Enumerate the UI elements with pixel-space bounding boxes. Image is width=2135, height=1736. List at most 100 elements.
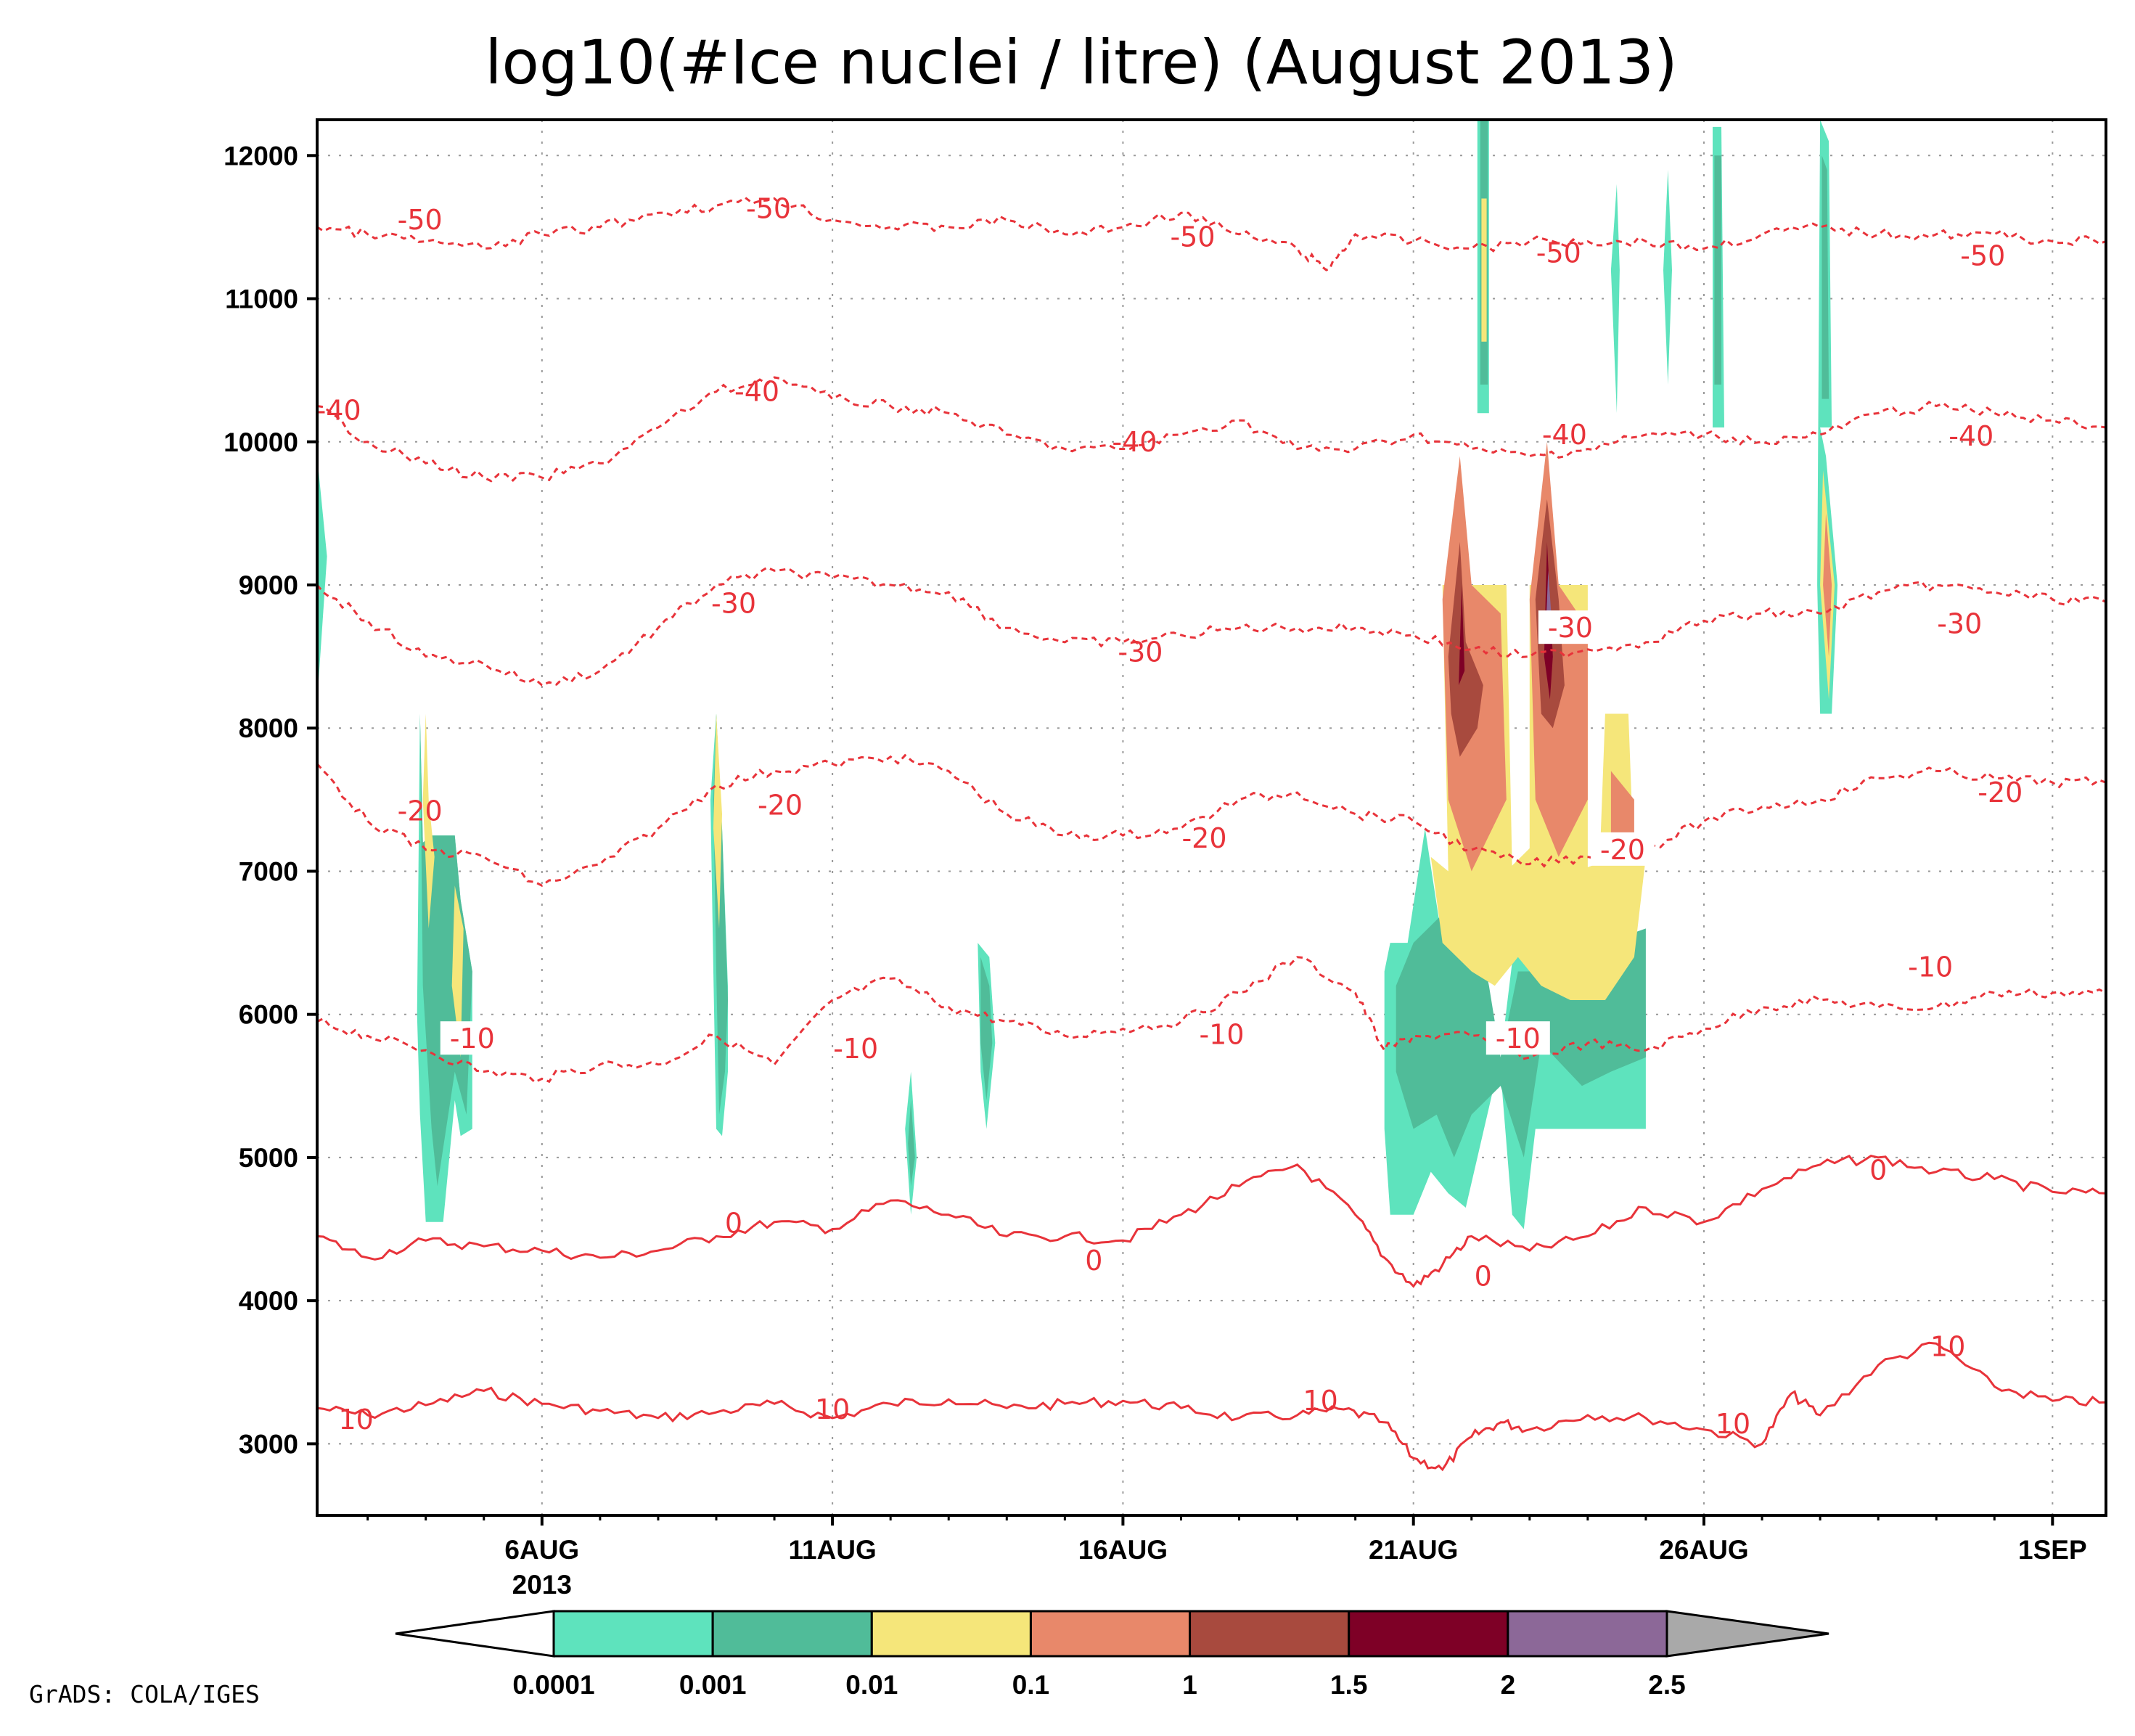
contour-label: 0 (1475, 1261, 1492, 1293)
shaded-region (419, 713, 472, 1187)
colorbar-swatch (552, 1610, 714, 1658)
contour-label: 10 (338, 1404, 373, 1436)
contour-label: -20 (758, 790, 803, 822)
colorbar-swatch (1348, 1610, 1509, 1658)
chart-title: log10(#Ice nuclei / litre) (August 2013) (485, 27, 1678, 98)
contour-label: -30 (1937, 607, 1982, 639)
contour-label: 10 (1303, 1385, 1337, 1417)
colorbar-level-label: 0.001 (679, 1670, 747, 1700)
contour-label: 10 (1716, 1408, 1750, 1440)
shaded-region (1821, 155, 1829, 399)
contour-label: -10 (450, 1023, 495, 1055)
contour-label: -30 (1118, 636, 1163, 668)
shaded-region (1823, 513, 1832, 657)
y-tick-label: 9000 (239, 570, 298, 600)
contour-label: -20 (1978, 777, 2023, 808)
contour-label: -20 (1181, 822, 1226, 854)
contour-label: -50 (1960, 239, 2005, 271)
y-tick-label: 10000 (224, 427, 298, 457)
plot-frame (316, 118, 2107, 1517)
contour-label: 10 (815, 1393, 850, 1425)
y-tick-label: 7000 (239, 856, 298, 886)
contour-line (317, 376, 2106, 483)
contour-line (317, 566, 2106, 687)
shaded-region (1481, 198, 1487, 342)
contour-label: -40 (734, 376, 779, 408)
contour-label: -30 (1548, 612, 1593, 644)
contour-label-box (1486, 1021, 1550, 1055)
colorbar-swatch (711, 1610, 873, 1658)
y-tick-label: 4000 (239, 1286, 298, 1316)
contour-line (317, 956, 2106, 1084)
colorbar-swatch (870, 1610, 1032, 1658)
y-axis: 3000 4000 5000 6000 7000 8000 9000 10000 11000 12… (224, 141, 317, 1459)
grads-credit: GrADS: COLA/IGES (29, 1680, 260, 1708)
contour-label: -40 (1542, 419, 1587, 451)
contour-label: -40 (1948, 420, 1993, 452)
contour-label: -10 (1199, 1018, 1244, 1050)
shaded-region (980, 957, 993, 1100)
contour-label-box (1590, 832, 1655, 866)
colorbar-level-label: 1.5 (1330, 1670, 1367, 1700)
contour-line (317, 1341, 2106, 1472)
contour-label: 10 (1930, 1330, 1965, 1362)
x-tick-label: 11AUG (788, 1535, 876, 1565)
shaded-region (1714, 155, 1721, 385)
contour-label: -10 (1496, 1023, 1541, 1055)
shaded-region (1663, 170, 1672, 385)
colorbar-over-arrow (1665, 1610, 1829, 1658)
colorbar-level-label: 2.5 (1648, 1670, 1685, 1700)
contour-line (317, 1154, 2106, 1288)
shaded-region (713, 713, 722, 929)
contour-label: -20 (1600, 834, 1645, 866)
contour-label: -30 (711, 588, 756, 620)
contour-label: -50 (746, 192, 791, 224)
contour-label-box (440, 1021, 504, 1055)
colorbar-level-label: 0.01 (845, 1670, 898, 1700)
x-tick-label: 26AUG (1659, 1535, 1748, 1565)
shaded-region (908, 1100, 915, 1187)
colorbar-level-label: 1 (1182, 1670, 1197, 1700)
shaded-region (1459, 585, 1465, 686)
shaded-region (451, 885, 464, 1057)
y-tick-label: 11000 (225, 284, 298, 314)
x-tick-label: 21AUG (1369, 1535, 1458, 1565)
contour-label: -50 (398, 204, 443, 236)
y-tick-label: 12000 (224, 141, 298, 171)
grid-lines (317, 120, 2106, 1515)
colorbar-level-label: 0.1 (1012, 1670, 1049, 1700)
y-tick-label: 3000 (239, 1429, 298, 1459)
x-tick-label: 16AUG (1078, 1535, 1168, 1565)
colorbar-level-label: 0.0001 (512, 1670, 594, 1700)
x-tick-sublabel: 2013 (512, 1570, 572, 1600)
contour-labels: 10 10 10 10 10 0 0 0 0 -10 -10 -10 -10 -10 -20 -20 -20 -2… (316, 192, 2023, 1439)
contour-label: -40 (316, 394, 361, 426)
temperature-contours (317, 196, 2106, 1472)
plot-area: 10 10 10 10 10 0 0 0 0 -10 -10 -10 -10 -10 -20 -20 -20 -2… (316, 118, 2107, 1517)
contour-label: -10 (833, 1033, 878, 1065)
x-axis: 6AUG 2013 11AUG 16AUG 21AUG 26AUG 1SEP (366, 1515, 2087, 1600)
contour-label: 0 (725, 1208, 742, 1240)
y-tick-label: 5000 (239, 1143, 298, 1173)
colorbar-level-label: 2 (1501, 1670, 1516, 1700)
colorbar-swatch (1029, 1610, 1192, 1658)
contour-label: 0 (1869, 1155, 1887, 1187)
contour-label: -50 (1536, 237, 1581, 269)
contour-label: -10 (1908, 951, 1953, 983)
x-tick-label: 1SEP (2018, 1535, 2087, 1565)
contour-label: 0 (1085, 1245, 1102, 1277)
contour-line (317, 753, 2106, 887)
contour-label: -40 (1112, 426, 1157, 458)
colorbar: 0.0001 0.001 0.01 0.1 1 1.5 2 2.5 (395, 1610, 1829, 1700)
shaded-region (317, 456, 327, 686)
x-tick-label: 6AUG (504, 1535, 579, 1565)
contour-label: -20 (398, 795, 443, 827)
contour-label: -50 (1170, 221, 1215, 253)
y-tick-label: 6000 (239, 1000, 298, 1030)
colorbar-swatch (1507, 1610, 1668, 1658)
contour-label-box (1538, 610, 1602, 644)
contour-line (317, 196, 2106, 271)
shaded-region (1430, 843, 1646, 1000)
